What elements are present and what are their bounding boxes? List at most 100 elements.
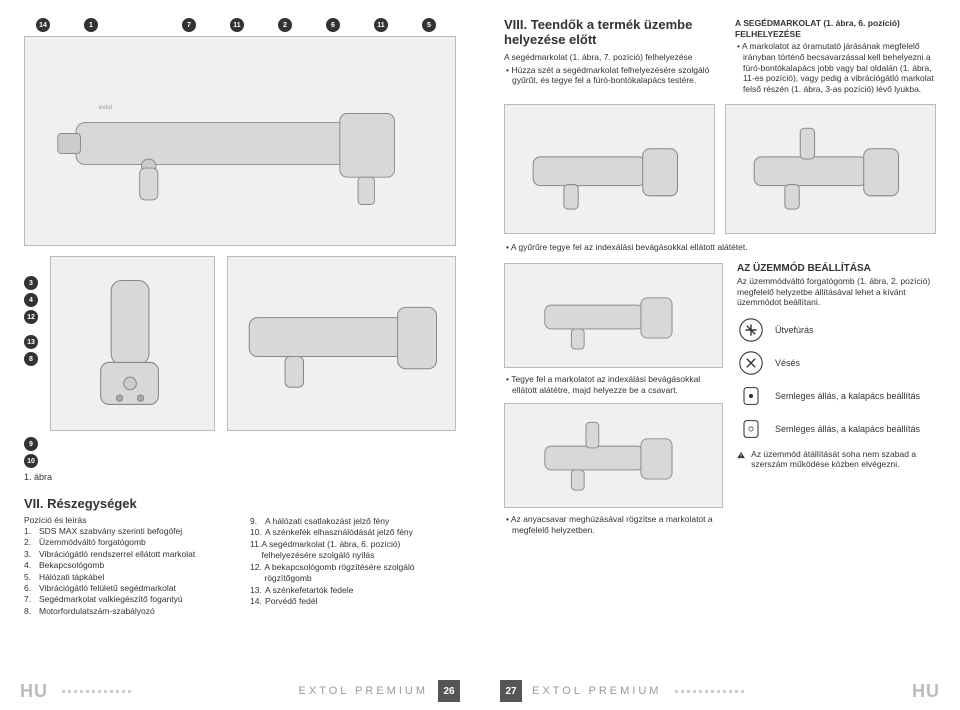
parts-item: 6.Vibrációgátló felületű segédmarkolat xyxy=(24,583,230,594)
parts-item: 9.A hálózati csatlakozást jelző fény xyxy=(250,516,456,527)
parts-list-left: 1.SDS MAX szabvány szerinti befogófej2.Ü… xyxy=(24,526,230,618)
callout: 6 xyxy=(326,18,340,32)
section-viii-row: VIII. Teendők a termék üzembe helyezése … xyxy=(504,18,936,94)
handle-install-b1-text: A markolatot az óramutató járásának megf… xyxy=(742,41,934,94)
callout: 8 xyxy=(24,352,38,366)
mode-row: Semleges állás, a kalapács beállítás xyxy=(737,415,936,443)
callout: 12 xyxy=(24,310,38,324)
callout: 13 xyxy=(24,335,38,349)
warning-icon xyxy=(737,449,745,461)
handle-illustration xyxy=(59,270,205,417)
section-vii: VII. Részegységek Pozíció és leírás 1.SD… xyxy=(24,496,456,617)
callout: 1 xyxy=(84,18,98,32)
callout: 14 xyxy=(36,18,50,32)
mid-b3: • Az anyacsavar meghúzásával rögzítse a … xyxy=(504,514,723,535)
callout-col-mid: 3 4 12 13 8 xyxy=(24,276,38,431)
parts-item: 2.Üzemmódváltó forgatógomb xyxy=(24,537,230,548)
parts-item: 13.A szénkefetartók fedele xyxy=(250,585,456,596)
parts-item: 14.Porvédő fedél xyxy=(250,596,456,607)
section-viii-p1: A segédmarkolat (1. ábra, 7. pozíció) fe… xyxy=(504,52,725,63)
page-right: VIII. Teendők a termék üzembe helyezése … xyxy=(480,0,960,710)
mode-label: Vésés xyxy=(775,358,800,368)
figure-1-main: extol xyxy=(24,36,456,246)
tool-illus-small xyxy=(518,415,709,497)
page-number: 27 xyxy=(500,680,522,702)
mode-icon xyxy=(737,415,765,443)
mode-row: Semleges állás, a kalapács beállítás xyxy=(737,382,936,410)
callout-row-top: 14 1 7 11 2 6 11 5 xyxy=(36,18,456,32)
mid-b3-text: Az anyacsavar meghúzásával rögzítse a ma… xyxy=(511,514,713,535)
handle-install-title: A SEGÉDMARKOLAT (1. ábra, 6. pozíció) FE… xyxy=(735,18,936,39)
callout: 10 xyxy=(24,454,38,468)
footer-dots xyxy=(675,689,898,693)
mid-b1: • A gyűrűre tegye fel az indexálási bevá… xyxy=(504,242,936,253)
step-illus-3 xyxy=(504,263,723,368)
footer-lang: HU xyxy=(20,681,48,702)
tool-illus-small xyxy=(518,118,702,220)
footer-brand: EXTOL PREMIUM xyxy=(532,685,661,697)
callout: 11 xyxy=(374,18,388,32)
section-viii-b1: • Húzza szét a segédmarkolat felhelyezés… xyxy=(504,65,725,86)
mode-label: Semleges állás, a kalapács beállítás xyxy=(775,391,920,401)
parts-item: 11.A segédmarkolat (1. ábra, 6. pozíció)… xyxy=(250,539,456,562)
parts-item: 10.A szénkefék elhasználódását jelző fén… xyxy=(250,527,456,538)
mid-b2: • Tegye fel a markolatot az indexálási b… xyxy=(504,374,723,395)
figure-1-mid-row: 3 4 12 13 8 xyxy=(24,256,456,431)
warning: Az üzemmód átállítását soha nem szabad a… xyxy=(737,449,936,469)
mode-icon xyxy=(737,382,765,410)
mode-label: Ütvefúrás xyxy=(775,325,814,335)
callout: 4 xyxy=(24,293,38,307)
callout: 11 xyxy=(230,18,244,32)
svg-text:extol: extol xyxy=(99,104,112,111)
step-illus-1 xyxy=(504,104,715,234)
mode-icon xyxy=(737,316,765,344)
footer-brand: EXTOL PREMIUM xyxy=(299,685,428,697)
footer-left: HU EXTOL PREMIUM 26 xyxy=(0,678,480,704)
mid-b2-text: Tegye fel a markolatot az indexálási bev… xyxy=(511,374,700,395)
figure-1-side xyxy=(227,256,456,431)
parts-item: 3.Vibrációgátló rendszerrel ellátott mar… xyxy=(24,549,230,560)
section-vii-subtitle: Pozíció és leírás xyxy=(24,515,230,526)
right-illus-row xyxy=(504,104,936,234)
section-viii-b1-text: Húzza szét a segédmarkolat felhelyezésér… xyxy=(511,65,709,86)
callout-col-low: 9 10 xyxy=(24,437,38,468)
footer-dots xyxy=(62,689,285,693)
mid-b1-text: A gyűrűre tegye fel az indexálási bevágá… xyxy=(511,242,748,252)
parts-item: 1.SDS MAX szabvány szerinti befogófej xyxy=(24,526,230,537)
footer-lang: HU xyxy=(912,681,940,702)
callout: 7 xyxy=(182,18,196,32)
parts-item: 7.Segédmarkolat valkiegészítő fogantyú xyxy=(24,594,230,605)
parts-item: 12.A bekapcsológomb rögzítésére szolgáló… xyxy=(250,562,456,585)
step-illus-4 xyxy=(504,403,723,508)
tool-illus-small xyxy=(518,274,709,356)
mode-icon xyxy=(737,349,765,377)
figure-1-low-row: 9 10 xyxy=(24,437,456,468)
right-mid-row: • Tegye fel a markolatot az indexálási b… xyxy=(504,263,936,536)
mode-title: AZ ÜZEMMÓD BEÁLLÍTÁSA xyxy=(737,263,936,274)
warning-text: Az üzemmód átállítását soha nem szabad a… xyxy=(751,449,936,469)
parts-item: 5.Hálózati tápkábel xyxy=(24,572,230,583)
side-illustration xyxy=(239,274,444,412)
page-left: 14 1 7 11 2 6 11 5 extol 3 xyxy=(0,0,480,710)
tool-illus-small xyxy=(739,118,923,220)
mode-desc: Az üzemmódváltó forgatógomb (1. ábra, 2.… xyxy=(737,276,936,308)
parts-item: 4.Bekapcsológomb xyxy=(24,560,230,571)
handle-install-b1: • A markolatot az óramutató járásának me… xyxy=(735,41,936,94)
page-number: 26 xyxy=(438,680,460,702)
callout: 2 xyxy=(278,18,292,32)
section-vii-title: VII. Részegységek xyxy=(24,496,230,511)
tool-illustration: extol xyxy=(57,68,423,214)
callout: 9 xyxy=(24,437,38,451)
figure-1-handle xyxy=(50,256,215,431)
section-viii-title: VIII. Teendők a termék üzembe helyezése … xyxy=(504,18,725,48)
callout: 5 xyxy=(422,18,436,32)
mode-row: Vésés xyxy=(737,349,936,377)
parts-list-right: 9.A hálózati csatlakozást jelző fény10.A… xyxy=(250,516,456,608)
parts-item: 8.Motorfordulatszám-szabályozó xyxy=(24,606,230,617)
mode-label: Semleges állás, a kalapács beállítás xyxy=(775,424,920,434)
step-illus-2 xyxy=(725,104,936,234)
mode-list: Ütvefúrás Vésés Semleges állás, a kalapács… xyxy=(737,316,936,443)
mode-row: Ütvefúrás xyxy=(737,316,936,344)
callout: 3 xyxy=(24,276,38,290)
figure-1-label: 1. ábra xyxy=(24,472,456,482)
